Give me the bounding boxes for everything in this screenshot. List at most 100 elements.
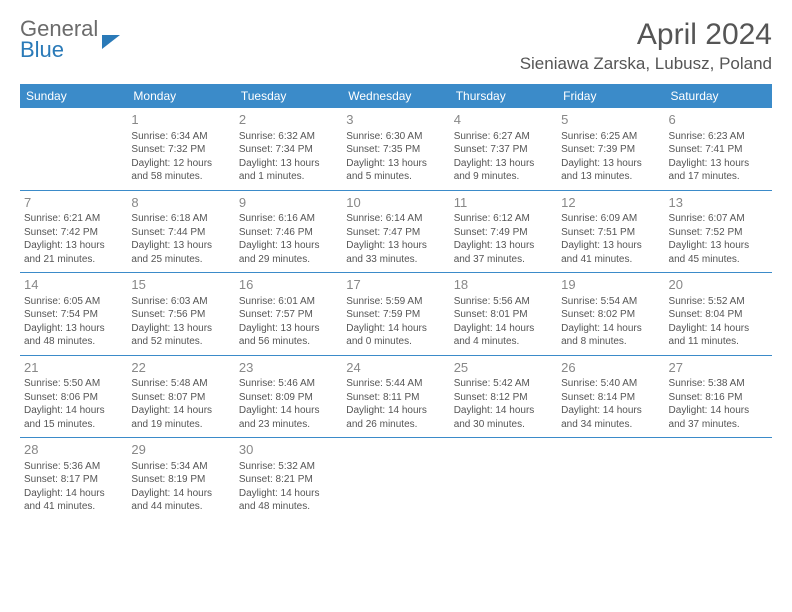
day-number: 15 [131, 276, 230, 294]
sunrise-text: Sunrise: 5:32 AM [239, 460, 338, 474]
calendar-row: 1Sunrise: 6:34 AMSunset: 7:32 PMDaylight… [20, 108, 772, 190]
daylight-text: Daylight: 14 hours and 26 minutes. [346, 404, 445, 431]
day-header: Thursday [450, 84, 557, 108]
sunrise-text: Sunrise: 6:23 AM [669, 130, 768, 144]
sunrise-text: Sunrise: 6:25 AM [561, 130, 660, 144]
sunrise-text: Sunrise: 5:40 AM [561, 377, 660, 391]
day-number: 8 [131, 194, 230, 212]
day-number: 3 [346, 111, 445, 129]
sunset-text: Sunset: 7:59 PM [346, 308, 445, 322]
daylight-text: Daylight: 13 hours and 56 minutes. [239, 322, 338, 349]
daylight-text: Daylight: 13 hours and 48 minutes. [24, 322, 123, 349]
day-header: Tuesday [235, 84, 342, 108]
calendar-cell: 1Sunrise: 6:34 AMSunset: 7:32 PMDaylight… [127, 108, 234, 190]
sunrise-text: Sunrise: 6:09 AM [561, 212, 660, 226]
sunrise-text: Sunrise: 5:52 AM [669, 295, 768, 309]
sunset-text: Sunset: 8:19 PM [131, 473, 230, 487]
day-number: 10 [346, 194, 445, 212]
daylight-text: Daylight: 13 hours and 33 minutes. [346, 239, 445, 266]
daylight-text: Daylight: 14 hours and 30 minutes. [454, 404, 553, 431]
calendar-cell: 24Sunrise: 5:44 AMSunset: 8:11 PMDayligh… [342, 355, 449, 438]
sunset-text: Sunset: 8:21 PM [239, 473, 338, 487]
sunrise-text: Sunrise: 6:21 AM [24, 212, 123, 226]
calendar-cell: 19Sunrise: 5:54 AMSunset: 8:02 PMDayligh… [557, 273, 664, 356]
sunrise-text: Sunrise: 6:32 AM [239, 130, 338, 144]
day-header: Saturday [665, 84, 772, 108]
sunset-text: Sunset: 8:16 PM [669, 391, 768, 405]
sunrise-text: Sunrise: 6:01 AM [239, 295, 338, 309]
daylight-text: Daylight: 14 hours and 23 minutes. [239, 404, 338, 431]
logo-triangle-icon [102, 35, 120, 49]
sunset-text: Sunset: 8:01 PM [454, 308, 553, 322]
calendar-cell: 22Sunrise: 5:48 AMSunset: 8:07 PMDayligh… [127, 355, 234, 438]
sunset-text: Sunset: 7:35 PM [346, 143, 445, 157]
calendar-cell: 16Sunrise: 6:01 AMSunset: 7:57 PMDayligh… [235, 273, 342, 356]
sunset-text: Sunset: 7:42 PM [24, 226, 123, 240]
daylight-text: Daylight: 13 hours and 1 minutes. [239, 157, 338, 184]
calendar-table: SundayMondayTuesdayWednesdayThursdayFrid… [20, 84, 772, 520]
day-number: 4 [454, 111, 553, 129]
title-block: April 2024 Sieniawa Zarska, Lubusz, Pola… [520, 18, 772, 74]
sunrise-text: Sunrise: 5:44 AM [346, 377, 445, 391]
daylight-text: Daylight: 14 hours and 48 minutes. [239, 487, 338, 514]
sunrise-text: Sunrise: 6:07 AM [669, 212, 768, 226]
daylight-text: Daylight: 13 hours and 52 minutes. [131, 322, 230, 349]
calendar-row: 28Sunrise: 5:36 AMSunset: 8:17 PMDayligh… [20, 438, 772, 520]
logo: General Blue [20, 18, 120, 61]
calendar-cell: 13Sunrise: 6:07 AMSunset: 7:52 PMDayligh… [665, 190, 772, 273]
daylight-text: Daylight: 14 hours and 8 minutes. [561, 322, 660, 349]
logo-line2: Blue [20, 39, 98, 61]
sunrise-text: Sunrise: 6:30 AM [346, 130, 445, 144]
sunrise-text: Sunrise: 6:05 AM [24, 295, 123, 309]
day-header: Sunday [20, 84, 127, 108]
day-number: 18 [454, 276, 553, 294]
header: General Blue April 2024 Sieniawa Zarska,… [20, 18, 772, 74]
calendar-cell: 6Sunrise: 6:23 AMSunset: 7:41 PMDaylight… [665, 108, 772, 190]
day-header: Wednesday [342, 84, 449, 108]
daylight-text: Daylight: 13 hours and 29 minutes. [239, 239, 338, 266]
calendar-cell: 12Sunrise: 6:09 AMSunset: 7:51 PMDayligh… [557, 190, 664, 273]
day-number: 29 [131, 441, 230, 459]
sunrise-text: Sunrise: 5:56 AM [454, 295, 553, 309]
sunset-text: Sunset: 8:17 PM [24, 473, 123, 487]
daylight-text: Daylight: 14 hours and 34 minutes. [561, 404, 660, 431]
sunset-text: Sunset: 7:46 PM [239, 226, 338, 240]
day-header: Monday [127, 84, 234, 108]
day-number: 21 [24, 359, 123, 377]
sunset-text: Sunset: 8:02 PM [561, 308, 660, 322]
sunset-text: Sunset: 7:39 PM [561, 143, 660, 157]
calendar-cell: 9Sunrise: 6:16 AMSunset: 7:46 PMDaylight… [235, 190, 342, 273]
sunrise-text: Sunrise: 5:36 AM [24, 460, 123, 474]
sunset-text: Sunset: 8:09 PM [239, 391, 338, 405]
day-number: 22 [131, 359, 230, 377]
sunrise-text: Sunrise: 5:48 AM [131, 377, 230, 391]
day-number: 2 [239, 111, 338, 129]
day-number: 23 [239, 359, 338, 377]
sunrise-text: Sunrise: 6:14 AM [346, 212, 445, 226]
calendar-cell [450, 438, 557, 520]
sunrise-text: Sunrise: 5:46 AM [239, 377, 338, 391]
calendar-cell [342, 438, 449, 520]
calendar-header: SundayMondayTuesdayWednesdayThursdayFrid… [20, 84, 772, 108]
calendar-cell: 10Sunrise: 6:14 AMSunset: 7:47 PMDayligh… [342, 190, 449, 273]
sunrise-text: Sunrise: 5:34 AM [131, 460, 230, 474]
day-number: 26 [561, 359, 660, 377]
sunset-text: Sunset: 7:47 PM [346, 226, 445, 240]
sunset-text: Sunset: 7:34 PM [239, 143, 338, 157]
calendar-cell: 14Sunrise: 6:05 AMSunset: 7:54 PMDayligh… [20, 273, 127, 356]
day-number: 19 [561, 276, 660, 294]
sunrise-text: Sunrise: 5:50 AM [24, 377, 123, 391]
daylight-text: Daylight: 13 hours and 37 minutes. [454, 239, 553, 266]
calendar-row: 14Sunrise: 6:05 AMSunset: 7:54 PMDayligh… [20, 273, 772, 356]
sunrise-text: Sunrise: 5:54 AM [561, 295, 660, 309]
day-number: 24 [346, 359, 445, 377]
daylight-text: Daylight: 14 hours and 37 minutes. [669, 404, 768, 431]
day-header: Friday [557, 84, 664, 108]
day-number: 14 [24, 276, 123, 294]
daylight-text: Daylight: 14 hours and 15 minutes. [24, 404, 123, 431]
calendar-cell: 27Sunrise: 5:38 AMSunset: 8:16 PMDayligh… [665, 355, 772, 438]
sunset-text: Sunset: 8:11 PM [346, 391, 445, 405]
calendar-row: 21Sunrise: 5:50 AMSunset: 8:06 PMDayligh… [20, 355, 772, 438]
calendar-cell: 3Sunrise: 6:30 AMSunset: 7:35 PMDaylight… [342, 108, 449, 190]
calendar-cell: 5Sunrise: 6:25 AMSunset: 7:39 PMDaylight… [557, 108, 664, 190]
